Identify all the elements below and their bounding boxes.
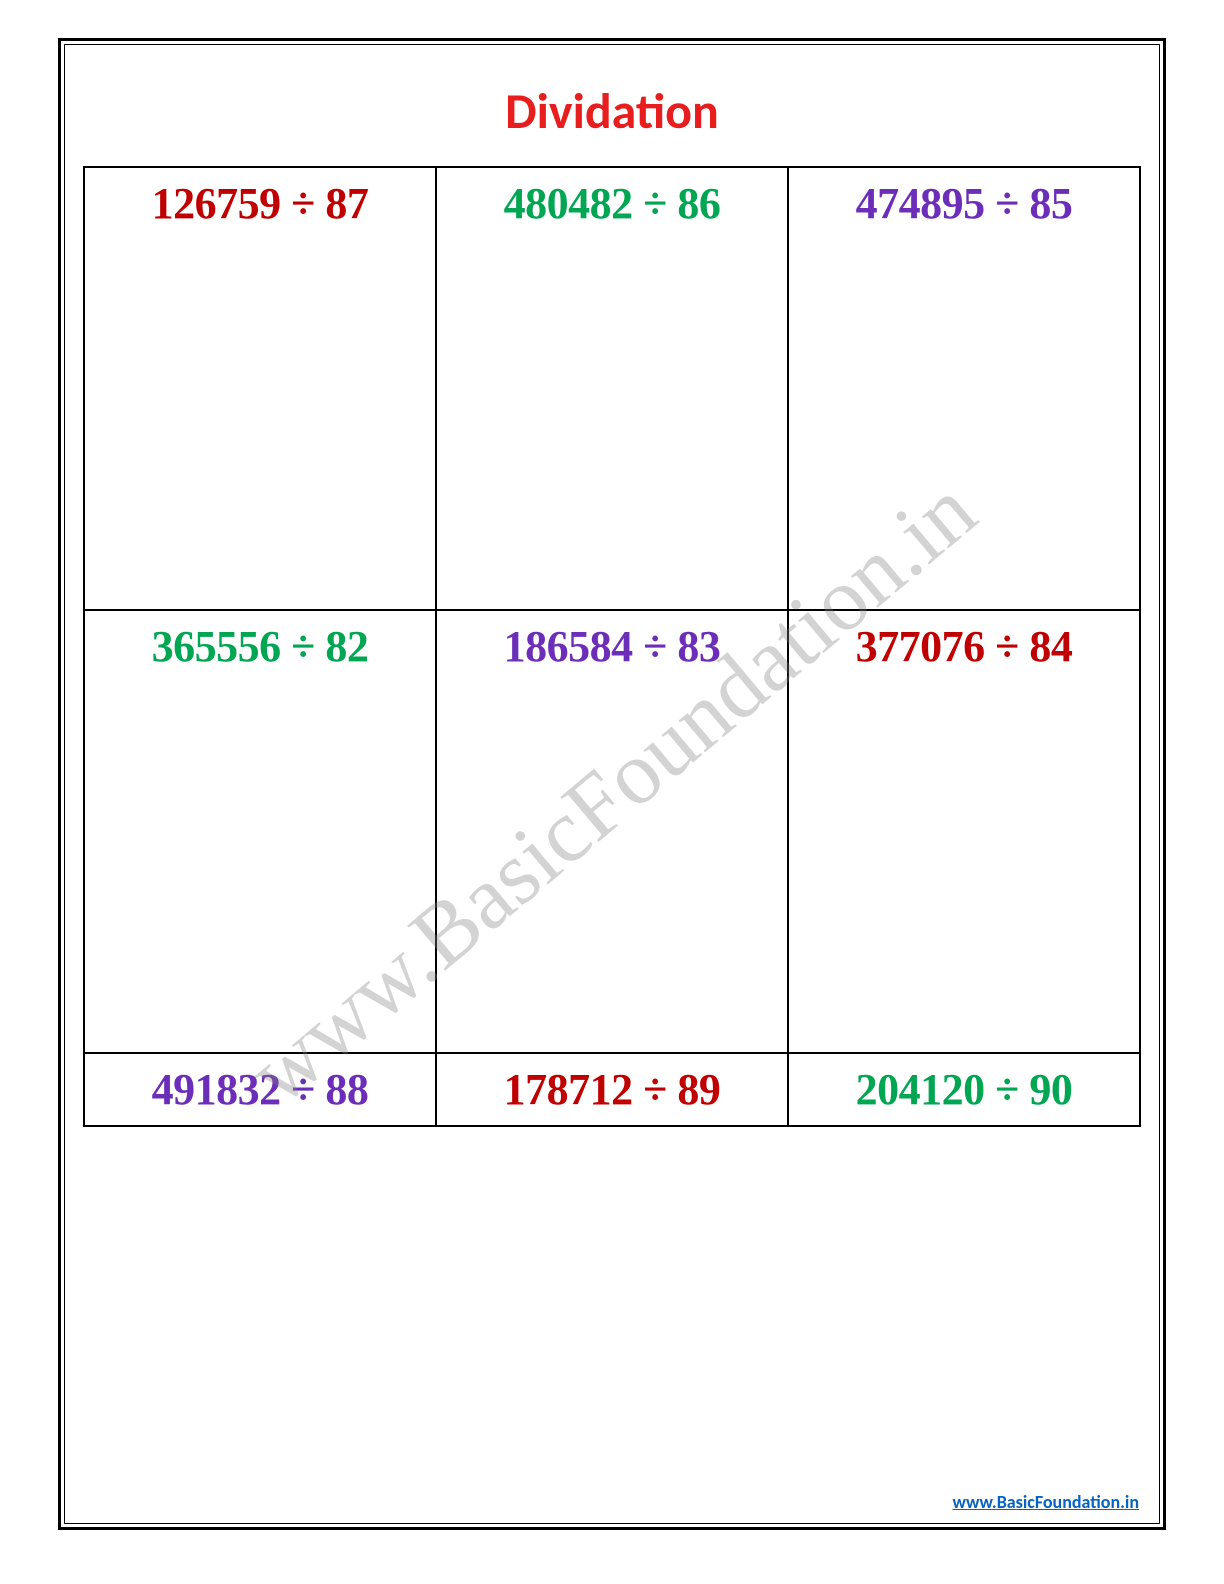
division-symbol: ÷ — [995, 622, 1019, 671]
grid-cell: 365556 ÷ 82 — [84, 610, 436, 1053]
grid-cell: 474895 ÷ 85 — [788, 167, 1140, 610]
grid-cell: 186584 ÷ 83 — [436, 610, 788, 1053]
dividend: 126759 — [152, 179, 281, 228]
divisor: 84 — [1029, 622, 1072, 671]
grid-cell: 491832 ÷ 88 — [84, 1053, 436, 1126]
division-symbol: ÷ — [291, 179, 315, 228]
division-symbol: ÷ — [291, 1065, 315, 1114]
dividend: 491832 — [152, 1065, 281, 1114]
grid-cell: 480482 ÷ 86 — [436, 167, 788, 610]
grid-cell: 377076 ÷ 84 — [788, 610, 1140, 1053]
division-symbol: ÷ — [643, 622, 667, 671]
footer-link[interactable]: www.BasicFoundation.in — [953, 1491, 1140, 1513]
page-title: Dividation — [65, 81, 1159, 142]
divisor: 90 — [1029, 1065, 1072, 1114]
grid-cell: 126759 ÷ 87 — [84, 167, 436, 610]
dividend: 474895 — [856, 179, 985, 228]
division-symbol: ÷ — [995, 1065, 1019, 1114]
page-inner-border: Dividation 126759 ÷ 87 480482 ÷ 86 47489… — [64, 44, 1160, 1524]
grid-cell: 204120 ÷ 90 — [788, 1053, 1140, 1126]
division-problem: 365556 ÷ 82 — [97, 621, 423, 672]
dividend: 186584 — [504, 622, 633, 671]
division-symbol: ÷ — [995, 179, 1019, 228]
division-symbol: ÷ — [643, 1065, 667, 1114]
grid-cell: 178712 ÷ 89 — [436, 1053, 788, 1126]
division-symbol: ÷ — [291, 622, 315, 671]
page-outer-border: Dividation 126759 ÷ 87 480482 ÷ 86 47489… — [58, 38, 1166, 1530]
division-problem: 474895 ÷ 85 — [801, 178, 1127, 229]
dividend: 204120 — [856, 1065, 985, 1114]
problem-grid: 126759 ÷ 87 480482 ÷ 86 474895 ÷ 85 — [83, 166, 1141, 1127]
divisor: 82 — [325, 622, 368, 671]
division-problem: 126759 ÷ 87 — [97, 178, 423, 229]
divisor: 83 — [677, 622, 720, 671]
dividend: 377076 — [856, 622, 985, 671]
dividend: 480482 — [504, 179, 633, 228]
divisor: 89 — [677, 1065, 720, 1114]
divisor: 87 — [325, 179, 368, 228]
dividend: 365556 — [152, 622, 281, 671]
division-symbol: ÷ — [643, 179, 667, 228]
division-problem: 186584 ÷ 83 — [449, 621, 775, 672]
dividend: 178712 — [504, 1065, 633, 1114]
division-problem: 178712 ÷ 89 — [449, 1064, 775, 1115]
divisor: 88 — [325, 1065, 368, 1114]
division-problem: 377076 ÷ 84 — [801, 621, 1127, 672]
division-problem: 204120 ÷ 90 — [801, 1064, 1127, 1115]
divisor: 86 — [677, 179, 720, 228]
division-problem: 480482 ÷ 86 — [449, 178, 775, 229]
division-problem: 491832 ÷ 88 — [97, 1064, 423, 1115]
divisor: 85 — [1029, 179, 1072, 228]
